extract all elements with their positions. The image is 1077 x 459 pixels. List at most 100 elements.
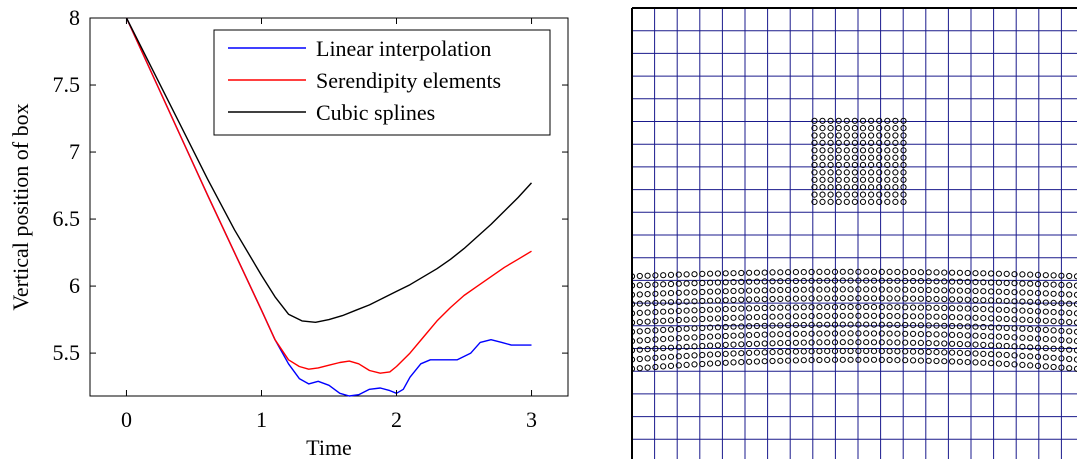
particle: [956, 296, 964, 303]
x-axis-ticks: 0 1 2 3: [121, 18, 537, 432]
particle: [1066, 355, 1073, 363]
particle: [738, 296, 745, 303]
particle: [819, 184, 826, 191]
particle: [843, 191, 850, 198]
particle: [870, 348, 878, 355]
particle: [824, 348, 831, 355]
particle: [714, 360, 722, 367]
particle: [964, 350, 971, 357]
particle: [892, 132, 899, 139]
particle: [800, 330, 807, 337]
particle: [1034, 326, 1042, 333]
particle: [675, 307, 682, 314]
particle: [753, 340, 761, 347]
particle: [644, 281, 651, 288]
particle: [753, 296, 761, 303]
particle: [964, 269, 971, 277]
particle: [868, 132, 875, 139]
particle: [925, 304, 932, 311]
particle: [859, 132, 867, 139]
particle: [972, 270, 979, 277]
particle: [660, 354, 667, 361]
mesh-grid: [632, 8, 1077, 459]
particle: [972, 314, 979, 321]
particle: [878, 330, 885, 337]
particle: [941, 322, 948, 329]
particle: [652, 299, 659, 306]
particle: [636, 319, 643, 326]
particle: [894, 295, 901, 302]
particle: [746, 340, 753, 348]
particle: [917, 331, 925, 338]
particle: [660, 308, 667, 315]
particle: [910, 277, 917, 285]
particle: [699, 306, 706, 314]
particle: [675, 298, 682, 305]
particle: [730, 279, 737, 286]
particle: [1003, 279, 1010, 287]
particle: [722, 350, 729, 357]
particle: [819, 169, 826, 176]
particle: [1058, 336, 1065, 344]
particle: [667, 326, 675, 333]
particle: [847, 339, 854, 346]
particle: [730, 323, 737, 330]
particle: [902, 277, 909, 284]
y-tick-label: 6: [69, 273, 80, 298]
particle: [868, 147, 875, 154]
particle: [761, 269, 768, 276]
particle: [714, 333, 722, 340]
particle: [900, 117, 907, 124]
particle: [1073, 310, 1077, 317]
particle: [636, 282, 643, 289]
particle: [902, 321, 909, 329]
particle: [827, 184, 834, 191]
particle: [1073, 282, 1077, 289]
particle: [636, 337, 643, 344]
particle: [972, 279, 979, 286]
particle: [886, 295, 893, 302]
legend: Linear interpolation Serendipity elements…: [213, 29, 551, 136]
particle: [827, 161, 834, 169]
particle: [1042, 345, 1049, 352]
particle: [941, 340, 948, 347]
particle: [933, 269, 940, 276]
particle: [1003, 360, 1010, 368]
particle: [870, 321, 878, 328]
particle: [699, 297, 706, 305]
particle: [876, 147, 883, 154]
particle: [808, 277, 815, 284]
particle: [902, 357, 909, 364]
particle: [917, 348, 925, 355]
particle: [917, 357, 925, 364]
particle: [995, 351, 1003, 358]
particle: [863, 268, 870, 275]
particle: [870, 304, 878, 311]
particle: [800, 295, 807, 302]
particle: [980, 270, 987, 277]
particle: [819, 117, 826, 124]
particle: [738, 305, 745, 312]
particle: [1003, 306, 1010, 314]
particle: [835, 191, 842, 198]
particle: [941, 278, 948, 285]
particle: [851, 139, 859, 146]
particle: [722, 323, 729, 331]
particle: [800, 277, 807, 284]
particle: [1034, 353, 1042, 360]
particle: [835, 125, 842, 132]
particle: [925, 348, 932, 355]
particle: [1050, 336, 1057, 343]
particle: [819, 147, 826, 154]
particle: [925, 322, 932, 329]
particle: [859, 184, 867, 191]
particle: [1034, 308, 1042, 315]
particle: [792, 357, 800, 364]
particle: [753, 358, 761, 365]
particle: [956, 332, 964, 339]
particle: [722, 341, 729, 348]
particle: [831, 348, 839, 355]
particle: [644, 364, 651, 371]
particle: [769, 349, 776, 356]
particle: [876, 191, 883, 198]
